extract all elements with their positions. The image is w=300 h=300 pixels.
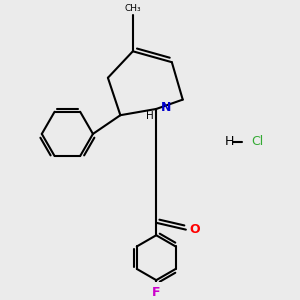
Text: O: O [189,223,200,236]
Text: N: N [160,101,171,114]
Text: Cl: Cl [251,135,264,148]
Text: CH₃: CH₃ [124,4,141,13]
Text: H: H [146,111,153,121]
Text: H: H [225,135,234,148]
Text: F: F [152,286,160,299]
